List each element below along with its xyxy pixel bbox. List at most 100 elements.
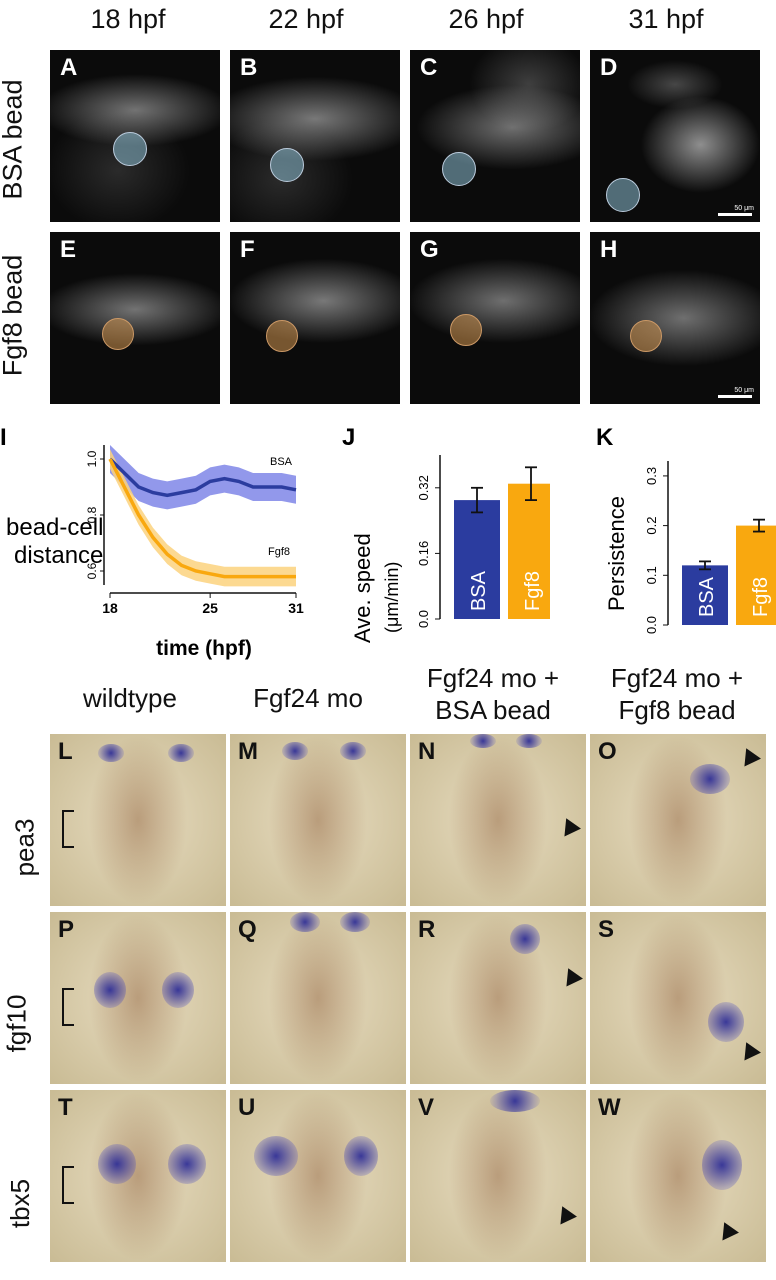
- condition-header-fgf24-mo: Fgf24 mo: [253, 683, 363, 713]
- panel-letter: U: [238, 1094, 256, 1121]
- panel-letter: N: [418, 738, 436, 765]
- y-tick-label: 0.0: [644, 616, 659, 634]
- chart-i: I bead-cell distance 18 25 31 1.0 0.8 0.…: [0, 424, 304, 660]
- row-label-fgf8: Fgf8 bead: [0, 254, 28, 377]
- stain-blob: [168, 1144, 206, 1184]
- condition-header-fgf24-fgf8: Fgf24 mo + Fgf8 bead: [610, 663, 744, 725]
- stain-blob: [344, 1136, 378, 1176]
- in-situ-panel: U: [230, 1090, 406, 1262]
- stain-blob: [282, 742, 308, 760]
- stain-blob: [340, 912, 370, 932]
- stain-blob: [94, 972, 126, 1008]
- scale-bar: [718, 213, 752, 216]
- stain-blob: [290, 912, 320, 932]
- in-situ-panel: W: [590, 1090, 766, 1262]
- series-line-fgf8: [108, 458, 296, 579]
- in-situ-panel: S: [590, 912, 766, 1084]
- series-label-fgf8: Fgf8: [268, 546, 290, 558]
- series-label-bsa: BSA: [270, 456, 293, 468]
- bar-fgf8: [508, 483, 550, 619]
- panel-letter: Q: [238, 916, 257, 943]
- y-tick-label: 0.6: [85, 562, 99, 579]
- y-tick-label: 0.2: [644, 517, 659, 535]
- stain-blob: [702, 1140, 742, 1190]
- bar-label-fgf8: Fgf8: [522, 571, 544, 611]
- gene-label-fgf10: fgf10: [1, 994, 32, 1053]
- condition-header-wildtype: wildtype: [83, 683, 177, 713]
- stain-blob: [98, 1144, 136, 1184]
- chart-k: K Persistence 0.3 0.2 0.1 0.0 BSA Fgf8: [596, 424, 776, 634]
- panel-letter: R: [418, 916, 436, 943]
- stain-blob: [98, 744, 124, 762]
- time-header-18: 18 hpf: [90, 4, 166, 34]
- panel-a: A: [50, 50, 220, 222]
- panel-letter: V: [418, 1094, 435, 1121]
- y-tick-label: 0.8: [85, 506, 99, 523]
- panel-h: H 50 μm: [590, 232, 760, 404]
- panel-letter: P: [58, 916, 75, 943]
- in-situ-panel: T: [50, 1090, 226, 1262]
- panel-f: F: [230, 232, 400, 404]
- in-situ-panel: N: [410, 734, 586, 906]
- stain-blob: [340, 742, 366, 760]
- panel-c: C: [410, 50, 580, 222]
- chart-letter-j: J: [342, 424, 355, 451]
- stain-blob: [470, 734, 496, 748]
- x-axis-label: time (hpf): [156, 637, 252, 660]
- y-tick-label: 0.16: [416, 541, 431, 566]
- bar-label-bsa: BSA: [696, 576, 718, 617]
- stain-blob: [168, 744, 194, 762]
- panel-letter: B: [240, 54, 258, 81]
- condition-header-fgf24-bsa: Fgf24 mo + BSA bead: [426, 663, 560, 725]
- panel-letter: F: [240, 236, 255, 263]
- y-axis-label: Persistence: [604, 496, 629, 611]
- panel-g: G: [410, 232, 580, 404]
- gene-label-tbx5: tbx5: [5, 1178, 36, 1229]
- in-situ-panel: P: [50, 912, 226, 1084]
- panel-letter: A: [60, 54, 78, 81]
- panel-letter: G: [420, 236, 439, 263]
- y-axis-label-line2: distance: [14, 542, 103, 569]
- stain-blob: [690, 764, 730, 794]
- panel-letter: O: [598, 738, 617, 765]
- bracket-marker: [62, 988, 74, 1026]
- bar-bsa: [454, 500, 500, 619]
- stain-blob: [162, 972, 194, 1008]
- chart-letter-i: I: [0, 424, 7, 451]
- panel-letter: C: [420, 54, 438, 81]
- time-header-26: 26 hpf: [448, 4, 524, 34]
- scale-bar-label: 50 μm: [734, 387, 754, 394]
- scale-bar-label: 50 μm: [734, 205, 754, 212]
- panel-letter: L: [58, 738, 73, 765]
- y-tick-label: 1.0: [85, 450, 99, 467]
- chart-i-plot: [100, 445, 297, 598]
- bar-label-bsa: BSA: [468, 570, 490, 611]
- y-axis-label-line1: Ave. speed: [350, 533, 375, 643]
- panel-e: E: [50, 232, 220, 404]
- in-situ-panel: L: [50, 734, 226, 906]
- bracket-marker: [62, 1166, 74, 1204]
- stain-blob: [516, 734, 542, 748]
- y-tick-label: 0.32: [416, 475, 431, 500]
- y-axis-label-line1: bead-cell: [6, 514, 103, 541]
- chart-j: J Ave. speed (μm/min) 0.32 0.16 0.0 BSA Fgf8: [342, 424, 550, 643]
- in-situ-panel: Q: [230, 912, 406, 1084]
- panel-letter: H: [600, 236, 618, 263]
- bar-label-fgf8: Fgf8: [750, 577, 772, 617]
- series-band-fgf8: [110, 449, 296, 587]
- stain-blob: [708, 1002, 744, 1042]
- panel-d: D 50 μm: [590, 50, 760, 222]
- arrowhead-icon: [553, 1206, 577, 1230]
- arrowhead-icon: [715, 1222, 739, 1246]
- arrowhead-icon: [559, 968, 583, 992]
- stain-blob: [510, 924, 540, 954]
- chart-j-plot: 0.32 0.16 0.0 BSA Fgf8: [416, 455, 550, 628]
- stain-blob: [490, 1090, 540, 1112]
- x-tick-label: 25: [202, 600, 218, 616]
- in-situ-panel: R: [410, 912, 586, 1084]
- series-line-bsa: [108, 457, 297, 498]
- y-tick-label: 0.1: [644, 566, 659, 584]
- row-label-bsa: BSA bead: [0, 79, 28, 200]
- bar-bsa: [682, 565, 728, 625]
- panel-letter: S: [598, 916, 615, 943]
